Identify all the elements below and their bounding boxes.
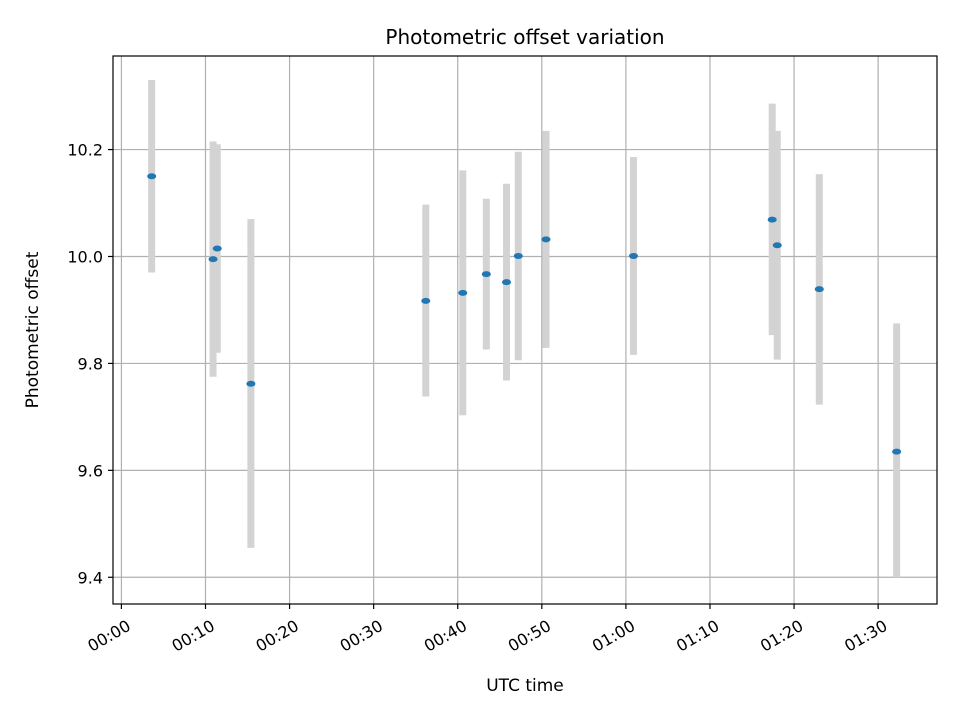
data-point: [892, 448, 902, 455]
data-point: [147, 173, 157, 180]
error-bars: [148, 80, 901, 578]
chart-title: Photometric offset variation: [385, 25, 664, 49]
data-points: [147, 173, 902, 455]
x-tick-label: 01:20: [757, 616, 806, 656]
plot-frame: [112, 55, 938, 605]
y-tick-label: 10.0: [67, 247, 103, 266]
x-tick-label: 00:20: [253, 616, 302, 656]
x-tick-label: 00:10: [168, 616, 217, 656]
data-point: [772, 242, 782, 249]
data-point: [767, 216, 777, 223]
x-tick-label: 00:40: [421, 616, 470, 656]
x-tick-label: 00:30: [337, 616, 386, 656]
data-point: [246, 380, 256, 387]
data-point: [212, 245, 222, 252]
y-axis-title: Photometric offset: [23, 251, 43, 408]
data-point: [421, 297, 431, 304]
x-tick-label: 00:00: [84, 616, 133, 656]
x-tick-label: 01:10: [673, 616, 722, 656]
data-point: [513, 252, 523, 259]
y-tick-label: 9.4: [78, 568, 103, 587]
data-point: [481, 271, 491, 278]
y-tick-label: 10.2: [67, 141, 103, 160]
data-point: [502, 279, 512, 286]
y-tick-label: 9.8: [78, 354, 103, 373]
data-point: [814, 286, 824, 293]
x-axis-title: UTC time: [486, 676, 564, 696]
axis-ticks: 00:00 00:10 00:20 00:30 00:40 00:50 01:00 01:10…: [67, 141, 890, 656]
x-tick-label: 01:00: [589, 616, 638, 656]
data-point: [628, 252, 638, 259]
data-point: [458, 289, 468, 296]
data-point: [541, 236, 551, 243]
data-point: [208, 256, 218, 263]
x-tick-label: 00:50: [505, 616, 554, 656]
y-tick-label: 9.6: [78, 461, 103, 480]
grid: [113, 56, 937, 604]
x-tick-label: 01:30: [841, 616, 890, 656]
